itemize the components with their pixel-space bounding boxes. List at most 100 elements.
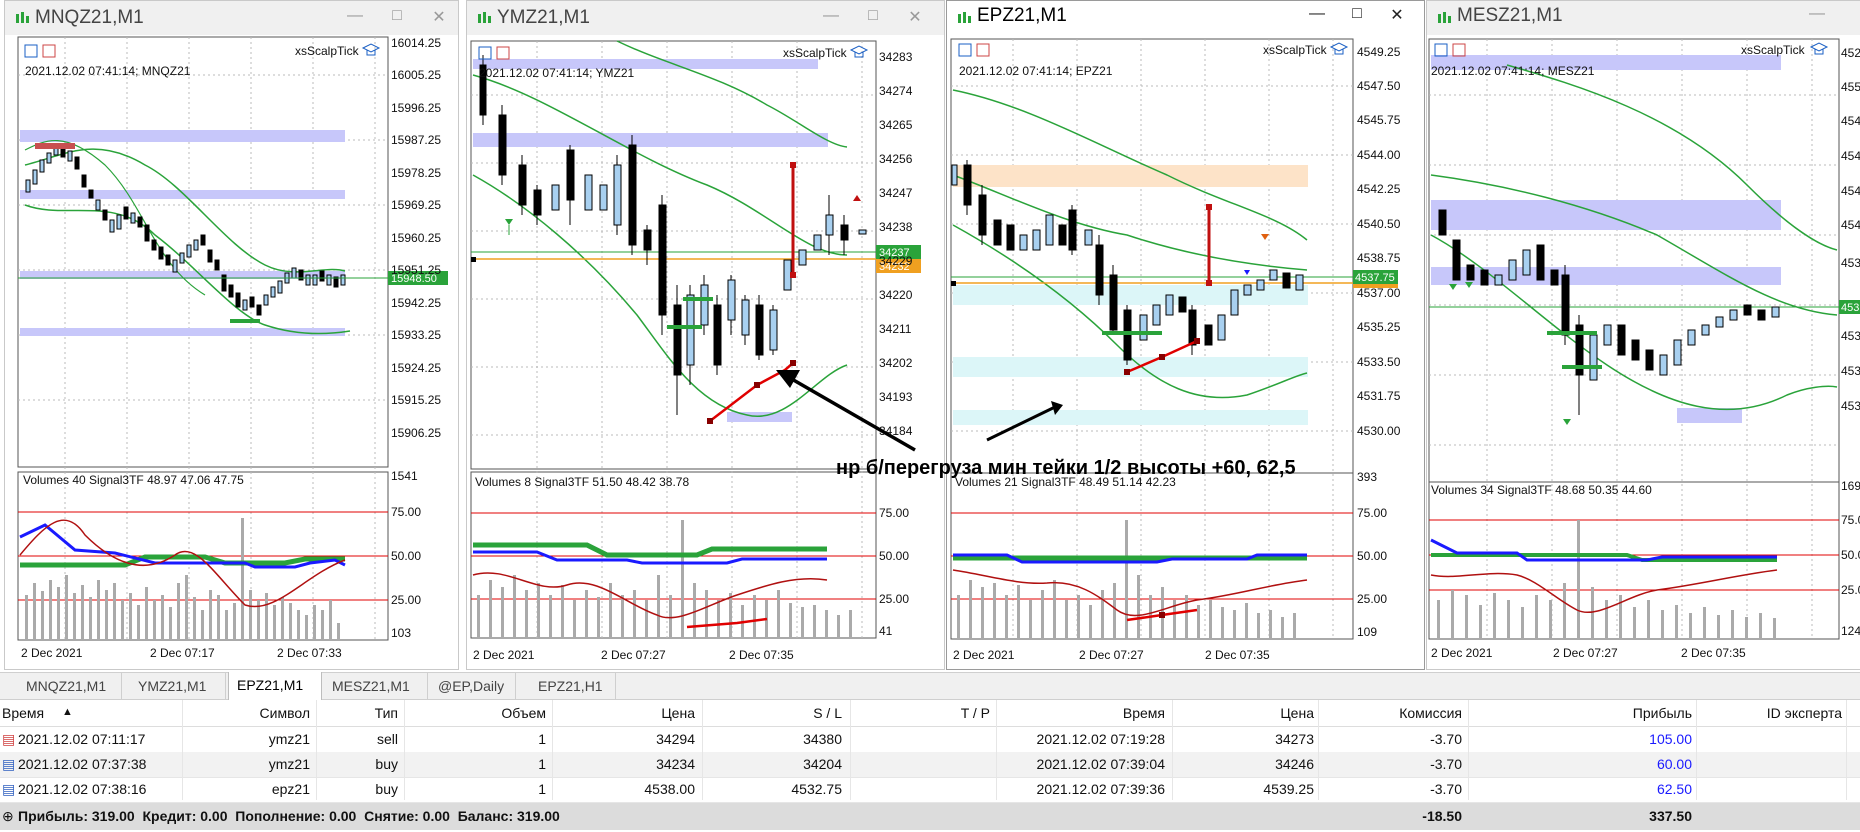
svg-text:1541: 1541: [391, 469, 418, 483]
tab-mesz21[interactable]: MESZ21,M1: [324, 673, 428, 699]
window-titlebar[interactable]: MESZ21,M1 —: [1427, 1, 1860, 35]
column-header-price[interactable]: Цена: [661, 705, 695, 721]
chart-window-epz21[interactable]: EPZ21,M1 — □ ✕: [946, 0, 1425, 670]
tab-epz21[interactable]: EPZ21,M1: [228, 672, 322, 700]
svg-text:34220: 34220: [879, 288, 913, 302]
minimize-icon[interactable]: —: [347, 7, 363, 24]
minimize-icon[interactable]: —: [823, 7, 839, 24]
depth-of-market-icon[interactable]: [976, 43, 990, 57]
svg-text:15978.25: 15978.25: [391, 166, 441, 180]
svg-text:34229: 34229: [879, 254, 913, 268]
table-row[interactable]: ▤ 2021.12.02 07:38:16 epz21 buy 1 4538.0…: [0, 777, 1860, 803]
minimize-icon[interactable]: —: [1809, 5, 1825, 22]
summary-text: Прибыль: 319.00 Кредит: 0.00 Пополнение:…: [18, 808, 560, 824]
minimize-icon[interactable]: —: [1309, 5, 1325, 22]
column-header-symbol[interactable]: Символ: [259, 705, 310, 721]
oscillator-pane: Volumes 34 Signal3TF 48.68 50.35 44.60 1…: [1429, 479, 1860, 638]
svg-text:34193: 34193: [879, 390, 913, 404]
column-header-type[interactable]: Тип: [374, 705, 398, 721]
svg-text:2 Dec 2021: 2 Dec 2021: [1431, 646, 1493, 660]
cap-icon: [361, 43, 381, 56]
chart-area[interactable]: 4537.75 4549.25 4547.50 4545.75 4544.00 4542…: [947, 35, 1425, 670]
chart-window-mnqz21[interactable]: MNQZ21,M1 — □ ✕ 15948.50 16014.25 16005.2…: [4, 0, 459, 670]
cap-icon: [1809, 42, 1829, 55]
maximize-icon[interactable]: □: [392, 7, 402, 24]
summary-expand-icon[interactable]: ⊕: [2, 808, 14, 824]
price-axis: 16014.25 16005.25 15996.25 15987.25 15978.25…: [391, 36, 441, 440]
svg-text:15960.25: 15960.25: [391, 231, 441, 245]
svg-text:15906.25: 15906.25: [391, 426, 441, 440]
window-titlebar[interactable]: EPZ21,M1 — □ ✕: [947, 1, 1424, 35]
close-icon[interactable]: ✕: [908, 9, 922, 26]
one-click-trading-icon[interactable]: [24, 44, 38, 58]
chart-area[interactable]: 34237 34232 3428334274342653425634247342…: [467, 35, 945, 670]
sort-ascending-icon[interactable]: ▲: [62, 706, 73, 718]
column-header-expert-id[interactable]: ID эксперта: [1766, 705, 1842, 721]
depth-of-market-icon[interactable]: [496, 46, 510, 60]
annotation-text: нр б/перегруза мин тейки 1/2 высоты +60,…: [836, 457, 1296, 479]
maximize-icon[interactable]: □: [868, 7, 878, 24]
chart-window-mesz21[interactable]: MESZ21,M1 —: [1426, 0, 1860, 670]
one-click-trading-icon[interactable]: [478, 46, 492, 60]
window-titlebar[interactable]: MNQZ21,M1 — □ ✕: [5, 1, 458, 35]
indicator-header: Volumes 8 Signal3TF 51.50 48.42 38.78: [475, 475, 689, 489]
chart-window-icon: [958, 12, 971, 23]
svg-text:34202: 34202: [879, 356, 913, 370]
column-header-volume[interactable]: Объем: [501, 705, 546, 721]
depth-of-market-icon[interactable]: [42, 44, 56, 58]
close-icon[interactable]: ✕: [432, 9, 446, 26]
svg-text:75.00: 75.00: [1841, 513, 1860, 527]
svg-text:15915.25: 15915.25: [391, 393, 441, 407]
tab-mnqz21[interactable]: MNQZ21,M1: [18, 673, 122, 699]
window-title: MESZ21,M1: [1457, 5, 1563, 26]
svg-text:1694: 1694: [1841, 479, 1860, 493]
column-header-commission[interactable]: Комиссия: [1399, 705, 1462, 721]
chart-area[interactable]: 453 452 455 454 454 454 454 453 453 453 453 xsSca…: [1427, 35, 1860, 670]
chart-window-icon: [1438, 12, 1451, 23]
svg-text:2 Dec 07:27: 2 Dec 07:27: [1553, 646, 1618, 660]
svg-text:15951.25: 15951.25: [391, 263, 441, 277]
depth-of-market-icon[interactable]: [1452, 43, 1466, 57]
svg-text:452: 452: [1841, 46, 1860, 60]
svg-text:2 Dec 07:33: 2 Dec 07:33: [277, 646, 342, 660]
one-click-trading-icon[interactable]: [958, 43, 972, 57]
window-titlebar[interactable]: YMZ21,M1 — □ ✕: [467, 1, 944, 35]
svg-text:50.00: 50.00: [1357, 549, 1387, 563]
column-header-tp[interactable]: T / P: [960, 705, 990, 721]
column-header-close-time[interactable]: Время: [1122, 705, 1165, 721]
window-title: YMZ21,M1: [497, 7, 590, 28]
column-header-close-price[interactable]: Цена: [1280, 705, 1314, 721]
oscillator-pane: Volumes 8 Signal3TF 51.50 48.42 38.78 75…: [471, 475, 909, 638]
close-icon[interactable]: ✕: [1390, 7, 1404, 24]
deal-icon: ▤: [2, 731, 16, 747]
column-header-open-time[interactable]: Время: [2, 705, 45, 721]
table-row[interactable]: ▤ 2021.12.02 07:11:17 ymz21 sell 1 34294…: [0, 727, 1860, 753]
svg-text:4531.75: 4531.75: [1357, 389, 1401, 403]
column-header-profit[interactable]: Прибыль: [1632, 705, 1692, 721]
tab-ep-daily[interactable]: @EP,Daily: [430, 673, 516, 699]
chart-window-ymz21[interactable]: YMZ21,M1 — □ ✕: [466, 0, 945, 670]
svg-text:103: 103: [391, 626, 411, 640]
window-title: MNQZ21,M1: [35, 7, 144, 28]
tab-epz21-h1[interactable]: EPZ21,H1: [530, 673, 616, 699]
column-header-sl[interactable]: S / L: [813, 705, 842, 721]
tab-ymz21[interactable]: YMZ21,M1: [130, 673, 226, 699]
svg-text:25.00: 25.00: [1357, 592, 1387, 606]
table-row[interactable]: ▤ 2021.12.02 07:37:38 ymz21 buy 1 34234 …: [0, 752, 1860, 778]
svg-text:2 Dec 07:17: 2 Dec 07:17: [150, 646, 215, 660]
maximize-icon[interactable]: □: [1352, 5, 1362, 22]
svg-text:454: 454: [1841, 218, 1860, 232]
deal-icon: ▤: [2, 756, 16, 772]
cap-icon: [849, 45, 869, 58]
oscillator-pane: Volumes 40 Signal3TF 48.97 47.06 47.75 1…: [18, 469, 421, 640]
svg-text:4533.50: 4533.50: [1357, 355, 1401, 369]
svg-text:454: 454: [1841, 149, 1860, 163]
svg-text:25.00: 25.00: [391, 593, 421, 607]
svg-text:4530.00: 4530.00: [1357, 424, 1401, 438]
one-click-trading-icon[interactable]: [1434, 43, 1448, 57]
chart-area[interactable]: 15948.50 16014.25 16005.25 15996.25 15987.2…: [5, 35, 459, 670]
svg-text:34247: 34247: [879, 186, 913, 200]
price-axis: 34283 34274 34265 34256 34247 34238 34229 34220…: [879, 50, 913, 438]
svg-text:4549.25: 4549.25: [1357, 45, 1401, 59]
svg-text:393: 393: [1357, 470, 1377, 484]
